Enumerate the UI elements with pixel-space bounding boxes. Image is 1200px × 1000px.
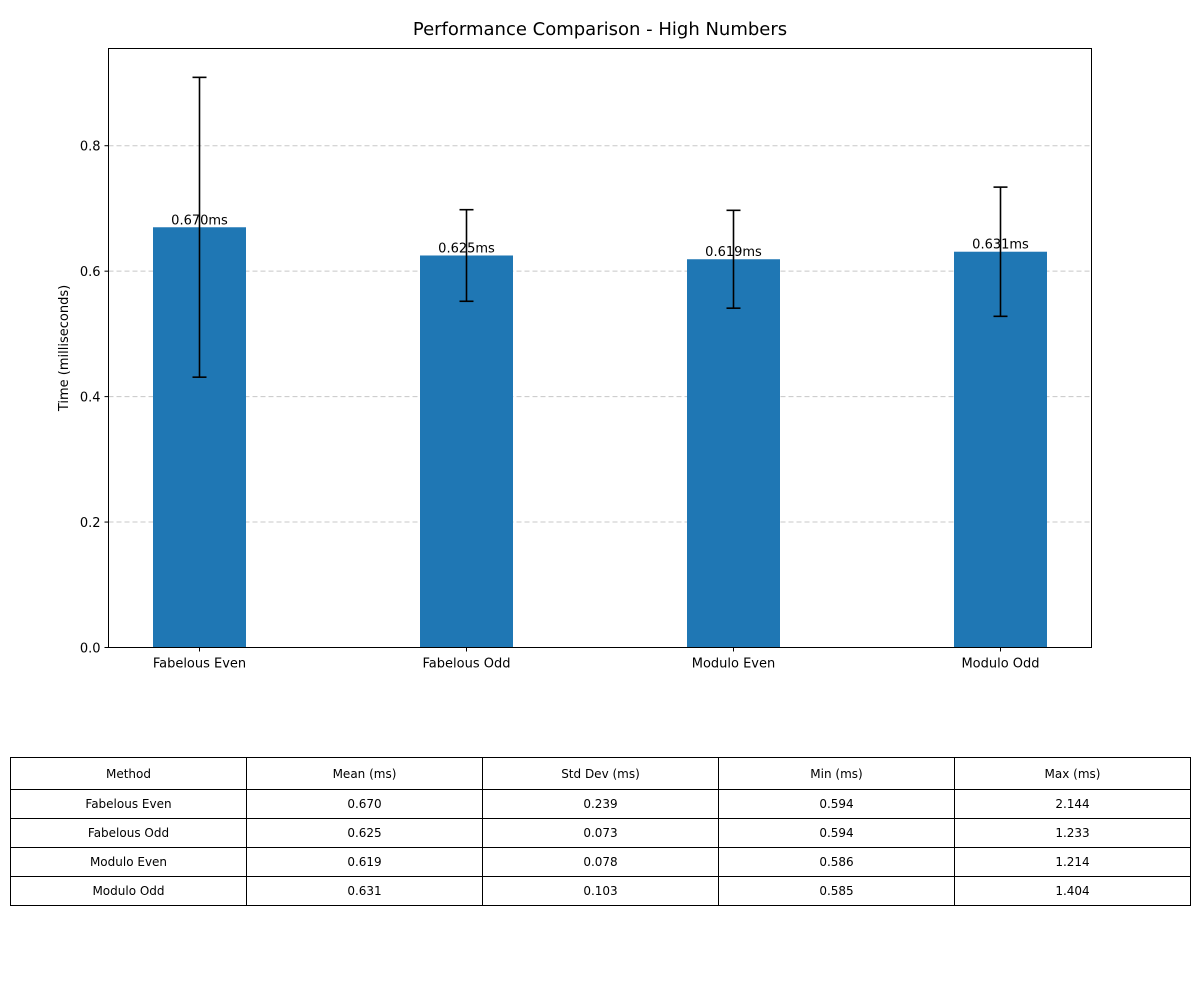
bar [687, 259, 780, 648]
table-row: Fabelous Even 0.670 0.239 0.594 2.144 [10, 789, 1191, 819]
table-cell: 1.233 [954, 818, 1191, 848]
stats-table: Method Mean (ms) Std Dev (ms) Min (ms) M… [10, 757, 1191, 906]
table-cell: 0.103 [482, 876, 719, 906]
y-axis-ticks: 0.0 0.2 0.4 0.6 0.8 [80, 140, 109, 657]
x-axis-ticks: Fabelous Even Fabelous Odd Modulo Even Modu… [153, 647, 1040, 672]
y-tick-label: 0.6 [80, 265, 101, 280]
x-tick-label: Fabelous Even [153, 657, 246, 672]
table-cell: Modulo Odd [10, 876, 247, 906]
data-label: 0.625ms [438, 241, 495, 256]
header-std-dev: Std Dev (ms) [482, 757, 719, 790]
table-cell: 1.404 [954, 876, 1191, 906]
table-cell: 1.214 [954, 847, 1191, 877]
table-row: Fabelous Odd 0.625 0.073 0.594 1.233 [10, 818, 1191, 848]
table-cell: 0.619 [246, 847, 483, 877]
table-cell: 0.585 [718, 876, 955, 906]
header-method: Method [10, 757, 247, 790]
bars [153, 227, 1047, 648]
y-axis-label: Time (milliseconds) [57, 285, 72, 412]
table-cell: Fabelous Even [10, 789, 247, 819]
x-tick-label: Modulo Even [692, 657, 776, 672]
data-label: 0.631ms [972, 238, 1029, 253]
y-tick-label: 0.0 [80, 642, 101, 657]
y-tick-label: 0.8 [80, 140, 101, 155]
table-cell: 0.586 [718, 847, 955, 877]
table-row: Modulo Even 0.619 0.078 0.586 1.214 [10, 847, 1191, 877]
bar [420, 255, 513, 648]
table-cell: Fabelous Odd [10, 818, 247, 848]
y-tick-label: 0.4 [80, 391, 101, 406]
error-bars [192, 76, 1008, 378]
bar [954, 251, 1047, 648]
grid-lines [108, 145, 1092, 523]
data-label: 0.670ms [171, 213, 228, 228]
table-cell: Modulo Even [10, 847, 247, 877]
x-tick-label: Fabelous Odd [423, 657, 511, 672]
table-cell: 0.670 [246, 789, 483, 819]
chart-title: Performance Comparison - High Numbers [413, 19, 787, 40]
table-row: Modulo Odd 0.631 0.103 0.585 1.404 [10, 876, 1191, 906]
header-min: Min (ms) [718, 757, 955, 790]
bar-chart: Performance Comparison - High Numbers 0.… [57, 19, 1092, 672]
table-cell: 0.631 [246, 876, 483, 906]
x-tick-label: Modulo Odd [961, 657, 1039, 672]
data-labels: 0.670ms 0.625ms 0.619ms 0.631ms [171, 213, 1029, 260]
table-cell: 2.144 [954, 789, 1191, 819]
plot-frame [108, 48, 1092, 648]
data-label: 0.619ms [705, 245, 762, 260]
table-cell: 0.625 [246, 818, 483, 848]
table-header-row: Method Mean (ms) Std Dev (ms) Min (ms) M… [10, 757, 1191, 790]
y-tick-label: 0.2 [80, 516, 101, 531]
header-mean: Mean (ms) [246, 757, 483, 790]
header-max: Max (ms) [954, 757, 1191, 790]
table-cell: 0.239 [482, 789, 719, 819]
table-cell: 0.594 [718, 789, 955, 819]
table-cell: 0.594 [718, 818, 955, 848]
table-cell: 0.073 [482, 818, 719, 848]
table-cell: 0.078 [482, 847, 719, 877]
